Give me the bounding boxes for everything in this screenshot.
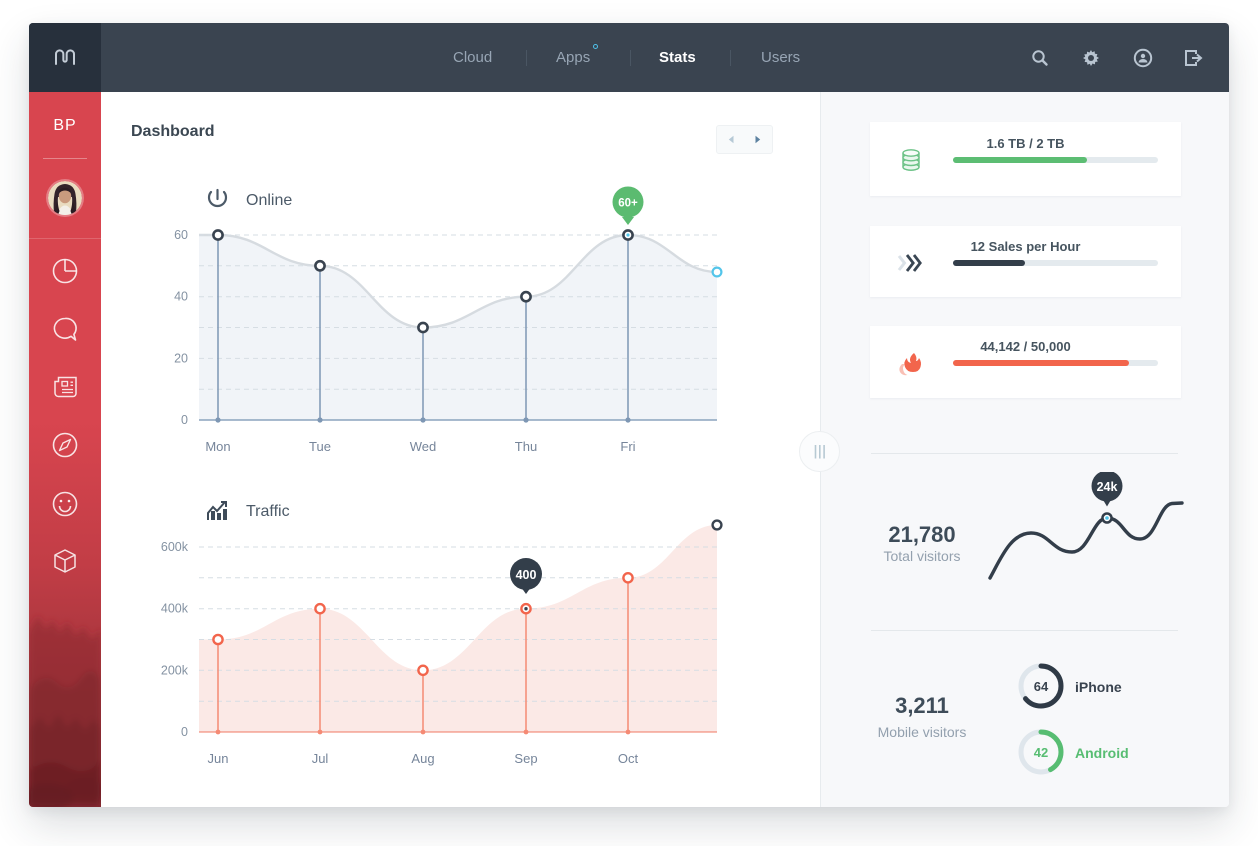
svg-text:Tue: Tue [309,439,331,454]
svg-text:60+: 60+ [618,198,638,210]
svg-text:40: 40 [174,290,188,304]
svg-text:60: 60 [174,228,188,242]
svg-text:Sep: Sep [514,751,537,766]
svg-text:64: 64 [1034,679,1049,694]
svg-text:Jun: Jun [208,751,229,766]
svg-text:Traffic: Traffic [246,503,290,520]
svg-text:Fri: Fri [620,439,635,454]
svg-text:Aug: Aug [411,751,434,766]
svg-text:400k: 400k [161,602,189,616]
svg-text:0: 0 [181,725,188,739]
svg-text:42: 42 [1034,745,1048,760]
svg-text:600k: 600k [161,540,189,554]
svg-text:Oct: Oct [618,751,639,766]
svg-text:Wed: Wed [410,439,437,454]
svg-text:Online: Online [246,192,292,209]
svg-text:Mon: Mon [205,439,230,454]
svg-text:200k: 200k [161,663,189,677]
svg-text:20: 20 [174,351,188,365]
svg-text:24k: 24k [1097,480,1118,494]
svg-text:400: 400 [516,568,537,582]
svg-text:0: 0 [181,413,188,427]
svg-text:Jul: Jul [312,751,329,766]
svg-text:Thu: Thu [515,439,537,454]
